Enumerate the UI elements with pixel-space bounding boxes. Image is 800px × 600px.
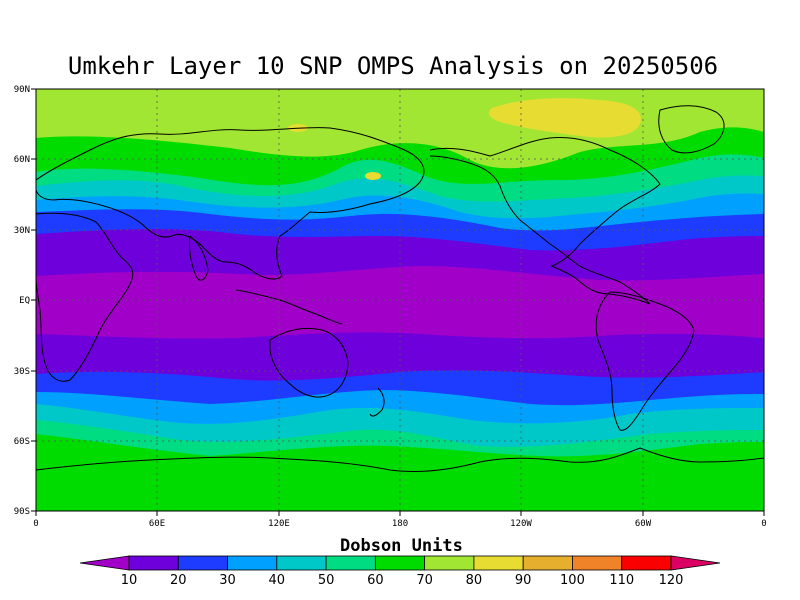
lon-tick-label: 0 [33, 519, 38, 529]
coast-greenland [658, 105, 725, 154]
colorbar-swatch [128, 555, 179, 571]
lat-tick-label: 60N [14, 155, 30, 165]
coast-antarctica [36, 447, 764, 473]
coastlines [36, 105, 764, 473]
lon-tick-label: 60W [635, 519, 652, 529]
lon-tick-label: 120W [510, 519, 532, 529]
colorbar-swatch [424, 555, 475, 571]
colorbar-tick-label: 90 [515, 573, 532, 588]
colorbar-tick-label: 80 [466, 573, 483, 588]
lon-tick-label: 120E [268, 519, 290, 529]
coast-north-america [429, 137, 661, 305]
colorbar-swatch [227, 555, 278, 571]
axis-ticks [31, 88, 765, 516]
coast-indonesia [235, 289, 343, 325]
arctic-high [488, 98, 641, 138]
gridlines [36, 89, 764, 511]
coast-eurasia [36, 127, 425, 280]
colorbar-swatch [473, 555, 524, 571]
colorbar-tick-label: 20 [170, 573, 187, 588]
lat-tick-label: 60S [14, 437, 30, 447]
colorbar-tick-label: 10 [121, 573, 138, 588]
colorbar-arrow-high [670, 555, 721, 571]
small-high-2 [365, 172, 381, 180]
lat-labels: 90N 60N 30N EQ 30S 60S 90S [14, 85, 30, 517]
colorbar: 10 20 30 40 50 60 70 80 90 100 110 120 [79, 555, 721, 588]
lat-tick-label: 90N [14, 85, 30, 95]
map-title: Umkehr Layer 10 SNP OMPS Analysis on 202… [67, 52, 719, 80]
colorbar-swatch [325, 555, 376, 571]
colorbar-title: Dobson Units [340, 536, 463, 556]
lat-tick-label: 30S [14, 367, 30, 377]
lon-tick-label: 60E [149, 519, 165, 529]
lon-tick-label: 0 [761, 519, 766, 529]
coast-nz [369, 387, 385, 417]
lat-tick-label: 30N [14, 226, 30, 236]
colorbar-swatch [177, 555, 228, 571]
colorbar-tick-label: 110 [609, 573, 634, 588]
colorbar-tick-label: 50 [318, 573, 335, 588]
colorbar-arrow-low [79, 555, 130, 571]
colorbar-swatch [276, 555, 327, 571]
coast-africa [36, 212, 134, 382]
coast-australia [269, 327, 349, 398]
colorbar-swatch [522, 555, 573, 571]
lat-tick-label: EQ [19, 296, 30, 306]
lon-labels: 0 60E 120E 180 120W 60W 0 [33, 519, 766, 529]
colorbar-swatch [621, 555, 672, 571]
colorbar-tick-label: 60 [367, 573, 384, 588]
colorbar-tick-label: 120 [659, 573, 684, 588]
colorbar-swatch [374, 555, 426, 571]
colorbar-tick-label: 30 [219, 573, 236, 588]
colorbar-tick-label: 40 [269, 573, 286, 588]
lon-tick-label: 180 [392, 519, 408, 529]
colorbar-tick-label: 70 [416, 573, 433, 588]
band-70-south [36, 434, 764, 511]
coast-india [189, 235, 209, 281]
colorbar-swatch [572, 555, 623, 571]
colorbar-tick-label: 100 [560, 573, 585, 588]
coast-south-america [595, 291, 695, 431]
lat-tick-label: 90S [14, 507, 30, 517]
